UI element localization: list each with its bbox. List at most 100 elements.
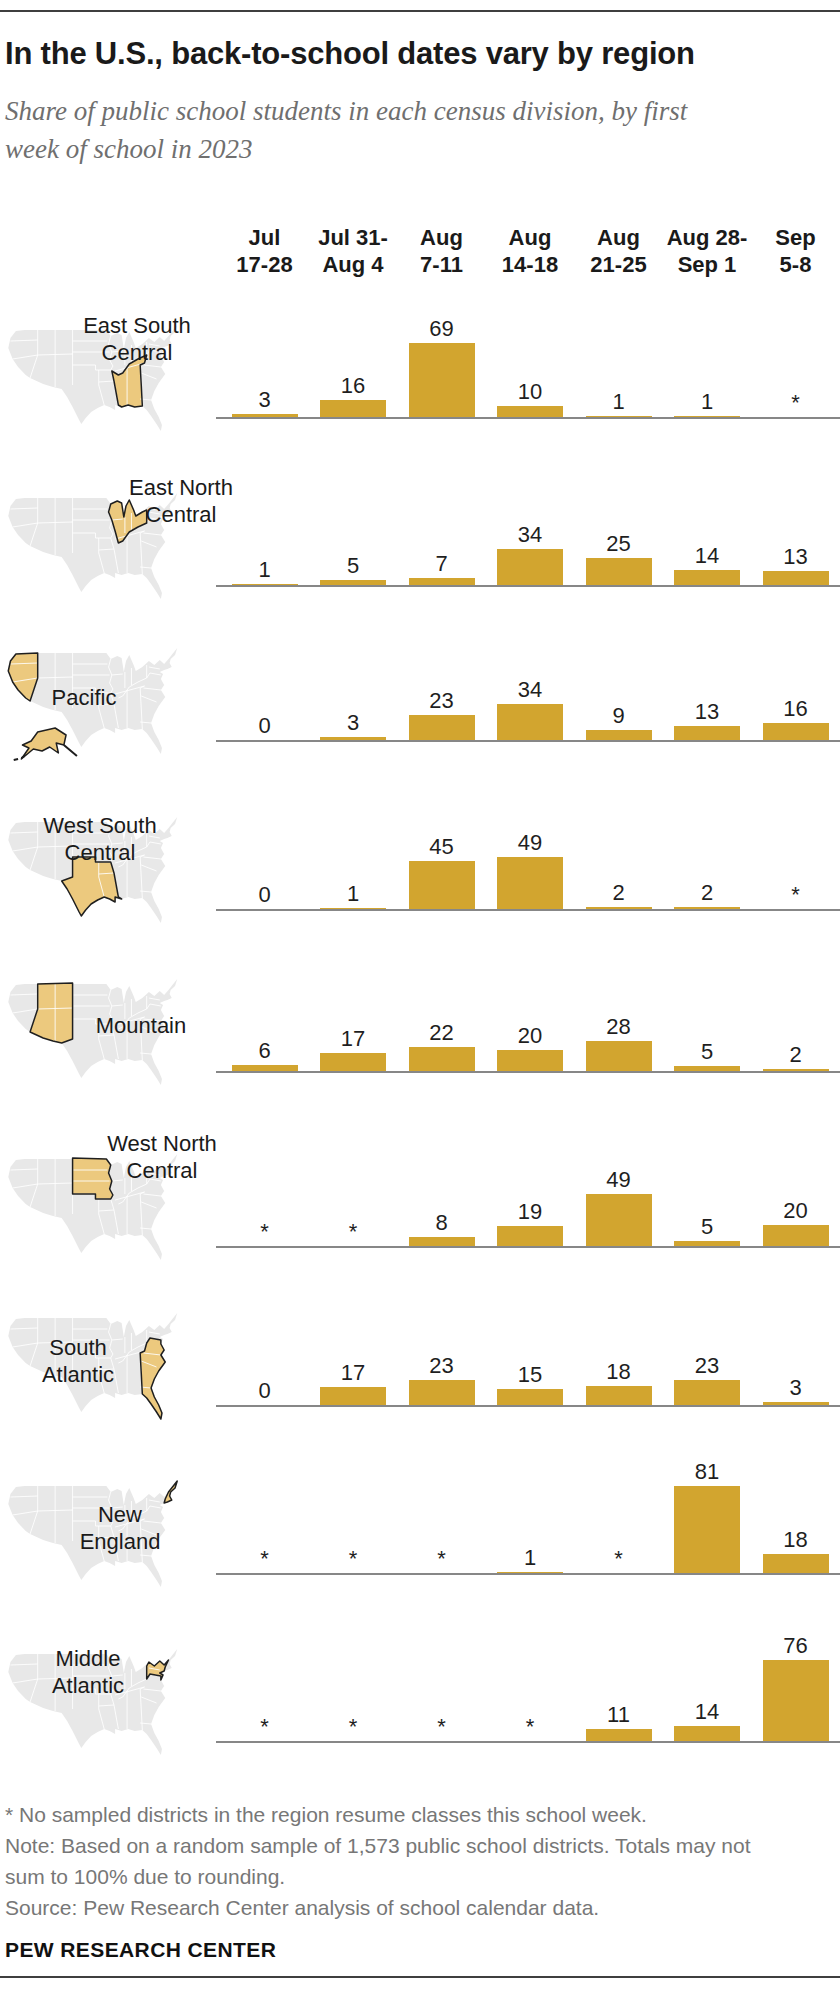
bar-value-label: 6 xyxy=(220,1038,310,1064)
bar xyxy=(497,549,563,585)
bar-value-label: 8 xyxy=(397,1210,487,1236)
bar xyxy=(586,1041,652,1071)
bar-value-label: 23 xyxy=(397,1353,487,1379)
bar-value-label: 2 xyxy=(574,880,664,906)
bar-value-label: 49 xyxy=(574,1167,664,1193)
bar-value-label: 34 xyxy=(485,522,575,548)
bar-value-label: 23 xyxy=(397,688,487,714)
region-label: MiddleAtlantic xyxy=(52,1645,124,1699)
bar xyxy=(763,1402,829,1405)
bar xyxy=(586,558,652,585)
region-label: Pacific xyxy=(52,684,117,711)
footnote-line: Note: Based on a random sample of 1,573 … xyxy=(5,1834,751,1857)
bar-value-label: * xyxy=(574,1546,664,1572)
bar-value-label: 20 xyxy=(485,1023,575,1049)
bar-value-label: 20 xyxy=(751,1198,840,1224)
bar xyxy=(409,861,475,909)
bar-value-label: 22 xyxy=(397,1020,487,1046)
bar xyxy=(674,1486,740,1573)
bar xyxy=(320,1053,386,1071)
bar-value-label: 34 xyxy=(485,677,575,703)
bar-value-label: * xyxy=(308,1546,398,1572)
bar-value-label: 23 xyxy=(662,1353,752,1379)
bar-value-label: 9 xyxy=(574,703,664,729)
bar-value-label: 3 xyxy=(220,387,310,413)
region-label: East NorthCentral xyxy=(129,474,233,528)
bar-value-label: 5 xyxy=(662,1214,752,1240)
footnotes: * No sampled districts in the region res… xyxy=(5,1799,751,1923)
bar-value-label: 2 xyxy=(662,880,752,906)
bar xyxy=(497,857,563,909)
bar-value-label: * xyxy=(220,1219,310,1245)
bar-value-label: 1 xyxy=(308,881,398,907)
bar xyxy=(232,584,298,585)
bar-value-label: * xyxy=(220,1546,310,1572)
bar xyxy=(674,416,740,417)
axis-line xyxy=(216,1573,840,1575)
bar-value-label: 0 xyxy=(220,882,310,908)
bar-value-label: 28 xyxy=(574,1014,664,1040)
axis-line xyxy=(216,1405,840,1407)
bar xyxy=(497,406,563,417)
footnote-line: * No sampled districts in the region res… xyxy=(5,1803,647,1826)
axis-line xyxy=(216,417,840,419)
bar-value-label: 81 xyxy=(662,1459,752,1485)
region-label: Mountain xyxy=(96,1012,187,1039)
bar xyxy=(674,1726,740,1741)
top-rule xyxy=(0,10,840,12)
axis-line xyxy=(216,909,840,911)
bar-value-label: * xyxy=(220,1714,310,1740)
bar xyxy=(320,400,386,417)
bar xyxy=(409,343,475,417)
bar xyxy=(320,1387,386,1405)
bar xyxy=(763,1069,829,1071)
bar xyxy=(674,726,740,740)
bar-value-label: 0 xyxy=(220,1378,310,1404)
bar-value-label: 14 xyxy=(662,1699,752,1725)
subtitle: Share of public school students in each … xyxy=(5,92,687,168)
footnote-line: Source: Pew Research Center analysis of … xyxy=(5,1896,599,1919)
bar-value-label: 17 xyxy=(308,1360,398,1386)
bar-value-label: * xyxy=(751,390,840,416)
bar xyxy=(586,1194,652,1246)
bar-value-label: 18 xyxy=(574,1359,664,1385)
column-header: Sep5-8 xyxy=(741,224,840,278)
bar-value-label: 13 xyxy=(751,544,840,570)
region-label: SouthAtlantic xyxy=(42,1334,114,1388)
bar xyxy=(586,730,652,740)
bar xyxy=(320,737,386,740)
bar xyxy=(497,704,563,740)
bar-value-label: 2 xyxy=(751,1042,840,1068)
bar xyxy=(763,1225,829,1246)
bar-value-label: 15 xyxy=(485,1362,575,1388)
bar-value-label: 0 xyxy=(220,713,310,739)
bar xyxy=(674,1241,740,1246)
bar xyxy=(497,1389,563,1405)
subtitle-line: week of school in 2023 xyxy=(5,134,252,164)
bar-value-label: 16 xyxy=(308,373,398,399)
bar-value-label: 76 xyxy=(751,1633,840,1659)
bar xyxy=(409,1380,475,1405)
bar xyxy=(409,1047,475,1071)
bar-value-label: * xyxy=(308,1714,398,1740)
axis-line xyxy=(216,1741,840,1743)
bar xyxy=(497,1226,563,1246)
bar-value-label: 1 xyxy=(662,389,752,415)
bar xyxy=(320,908,386,909)
bar-value-label: 11 xyxy=(574,1702,664,1728)
bar-value-label: 7 xyxy=(397,551,487,577)
bar-value-label: 17 xyxy=(308,1026,398,1052)
bar xyxy=(763,571,829,585)
bar-value-label: * xyxy=(485,1714,575,1740)
region-label: West NorthCentral xyxy=(107,1130,217,1184)
bar xyxy=(232,414,298,417)
bar-value-label: 14 xyxy=(662,543,752,569)
bar-value-label: * xyxy=(397,1714,487,1740)
bar xyxy=(497,1572,563,1573)
bar xyxy=(674,907,740,909)
bar-value-label: 18 xyxy=(751,1527,840,1553)
axis-line xyxy=(216,585,840,587)
axis-line xyxy=(216,740,840,742)
bar-value-label: 16 xyxy=(751,696,840,722)
bar xyxy=(586,1386,652,1405)
